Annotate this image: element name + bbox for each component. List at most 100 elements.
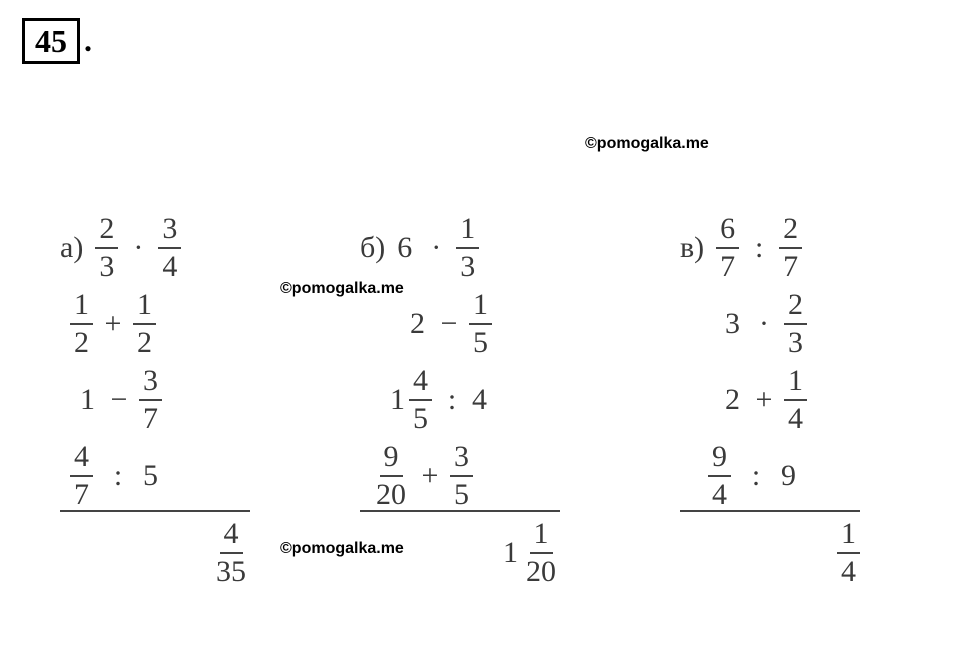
fraction: 1 4 [784, 366, 807, 434]
fraction: 4 35 [212, 519, 250, 587]
fraction: 4 7 [70, 442, 93, 510]
whole-part: 1 [503, 538, 518, 568]
exercise-number-period: . [84, 22, 92, 59]
numerator: 2 [784, 290, 807, 325]
column-a: а) 2 3 · 3 4 1 2 + 1 2 1 − [60, 210, 290, 588]
numerator: 2 [95, 214, 118, 249]
fraction: 3 4 [158, 214, 181, 282]
denominator: 7 [70, 477, 93, 510]
numerator: 3 [158, 214, 181, 249]
numerator: 3 [450, 442, 473, 477]
col-c-label: в) [680, 231, 704, 265]
denominator: 5 [469, 325, 492, 358]
fraction: 3 7 [139, 366, 162, 434]
column-b: б) 6 · 1 3 2 − 1 5 1 4 5 : [360, 210, 610, 588]
col-a-answer: 4 35 [60, 512, 250, 588]
numerator: 4 [409, 366, 432, 401]
denominator: 4 [837, 554, 860, 587]
col-b-row4: 9 20 + 3 5 [360, 438, 473, 510]
fraction: 1 5 [469, 290, 492, 358]
denominator: 3 [95, 249, 118, 282]
numerator: 1 [530, 519, 553, 554]
denominator: 2 [133, 325, 156, 358]
numerator: 4 [220, 519, 243, 554]
denominator: 3 [784, 325, 807, 358]
denominator: 2 [70, 325, 93, 358]
denominator: 4 [708, 477, 731, 510]
operator: · [744, 307, 784, 341]
col-c-row2: 3 · 2 3 [680, 286, 807, 362]
numerator: 2 [779, 214, 802, 249]
col-c-row4: 9 4 : 9 [680, 438, 800, 510]
denominator: 7 [139, 401, 162, 434]
fraction: 1 2 [133, 290, 156, 358]
col-a-row2: 1 2 + 1 2 [60, 286, 156, 362]
numerator: 1 [469, 290, 492, 325]
col-c-row1: в) 6 7 : 2 7 [680, 210, 802, 286]
col-a-label: а) [60, 231, 83, 265]
fraction: 3 5 [450, 442, 473, 510]
numerator: 9 [708, 442, 731, 477]
whole-number: 9 [781, 461, 796, 491]
col-b-label: б) [360, 231, 385, 265]
whole-number: 6 [397, 233, 412, 263]
fraction: 2 3 [95, 214, 118, 282]
numerator: 1 [133, 290, 156, 325]
numerator: 1 [456, 214, 479, 249]
operator: + [410, 459, 450, 493]
denominator: 5 [450, 477, 473, 510]
whole-number: 5 [143, 461, 158, 491]
mixed-number: 1 1 20 [503, 519, 560, 587]
whole-number: 2 [725, 385, 740, 415]
fraction: 9 4 [708, 442, 731, 510]
numerator: 9 [380, 442, 403, 477]
denominator: 7 [716, 249, 739, 282]
denominator: 4 [784, 401, 807, 434]
operator: · [118, 231, 158, 265]
denominator: 3 [456, 249, 479, 282]
numerator: 3 [139, 366, 162, 401]
whole-number: 3 [725, 309, 740, 339]
whole-number: 4 [472, 385, 487, 415]
whole-number: 2 [410, 309, 425, 339]
exercise-number-box: 45 [22, 18, 80, 64]
numerator: 1 [70, 290, 93, 325]
fraction: 2 7 [779, 214, 802, 282]
numerator: 4 [70, 442, 93, 477]
denominator: 5 [409, 401, 432, 434]
fraction: 2 3 [784, 290, 807, 358]
denominator: 20 [372, 477, 410, 510]
fraction: 6 7 [716, 214, 739, 282]
col-b-row2: 2 − 1 5 [360, 286, 492, 362]
numerator: 1 [837, 519, 860, 554]
fraction: 1 3 [456, 214, 479, 282]
fraction: 1 4 [837, 519, 860, 587]
fraction: 4 5 [409, 366, 432, 434]
denominator: 35 [212, 554, 250, 587]
col-a-row4: 4 7 : 5 [60, 438, 162, 510]
fraction: 9 20 [372, 442, 410, 510]
problem-columns: а) 2 3 · 3 4 1 2 + 1 2 1 − [60, 210, 910, 588]
numerator: 1 [784, 366, 807, 401]
exercise-number: 45 [35, 23, 67, 59]
whole-part: 1 [390, 385, 405, 415]
column-c: в) 6 7 : 2 7 3 · 2 3 2 + 1 4 [680, 210, 910, 588]
operator: : [731, 459, 781, 493]
watermark-text: ©pomogalka.me [585, 135, 709, 153]
operator: : [93, 459, 143, 493]
mixed-number: 1 4 5 [390, 366, 432, 434]
whole-number: 1 [80, 385, 95, 415]
numerator: 6 [716, 214, 739, 249]
col-a-row3: 1 − 3 7 [60, 362, 162, 438]
col-c-answer: 1 4 [680, 512, 860, 588]
operator: + [93, 307, 133, 341]
operator: : [739, 231, 779, 265]
col-c-row3: 2 + 1 4 [680, 362, 807, 438]
denominator: 20 [522, 554, 560, 587]
operator: − [429, 307, 469, 341]
denominator: 4 [158, 249, 181, 282]
operator: + [744, 383, 784, 417]
operator: − [99, 383, 139, 417]
col-a-row1: а) 2 3 · 3 4 [60, 210, 181, 286]
col-b-row1: б) 6 · 1 3 [360, 210, 479, 286]
